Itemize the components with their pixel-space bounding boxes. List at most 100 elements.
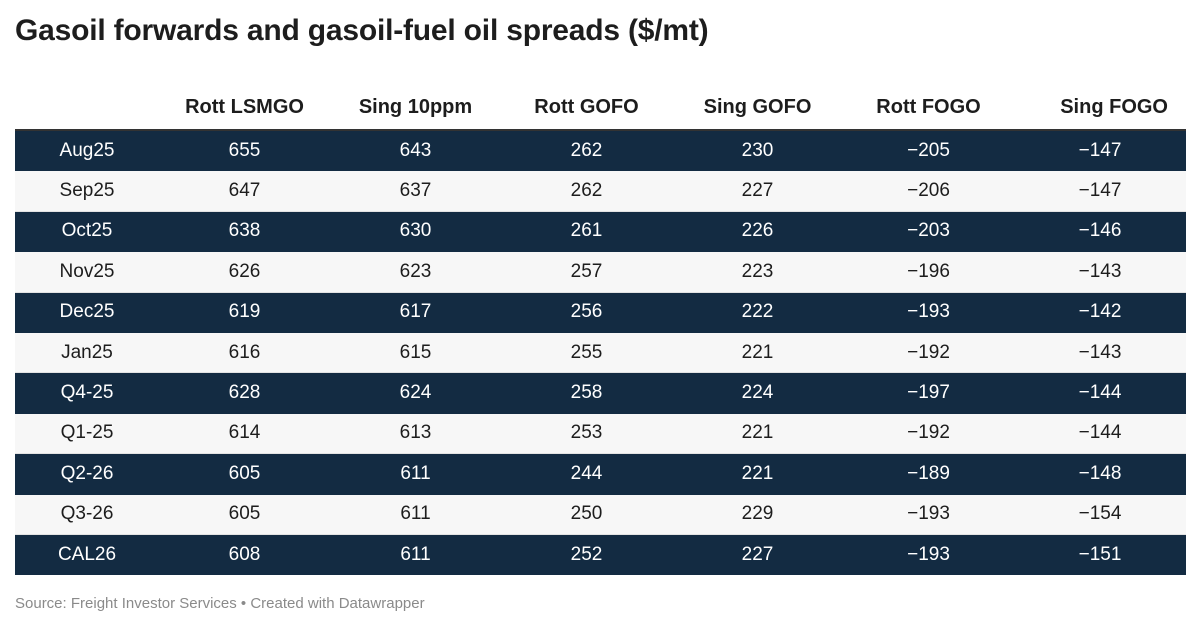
value-cell: 227 xyxy=(672,170,843,212)
value-cell: −193 xyxy=(843,292,1014,333)
table-row: Q1-25 614 613 253 221 −192 −144 xyxy=(15,413,1186,455)
value-cell: 261 xyxy=(501,211,672,253)
value-cell: 605 xyxy=(159,494,330,535)
value-cell: 253 xyxy=(501,413,672,455)
value-cell: 647 xyxy=(159,170,330,212)
value-cell: −144 xyxy=(1014,413,1186,455)
value-cell: 230 xyxy=(672,130,843,172)
value-cell: −192 xyxy=(843,413,1014,455)
value-cell: 221 xyxy=(672,413,843,455)
column-header: Sing FOGO xyxy=(1014,86,1186,131)
value-cell: −144 xyxy=(1014,372,1186,414)
table-row: Aug25 655 643 262 230 −205 −147 xyxy=(15,130,1186,172)
value-cell: 619 xyxy=(159,292,330,333)
source-note: Source: Freight Investor Services • Crea… xyxy=(15,595,425,612)
row-label-cell: Oct25 xyxy=(15,211,159,253)
value-cell: −203 xyxy=(843,211,1014,253)
table-row: Jan25 616 615 255 221 −192 −143 xyxy=(15,332,1186,374)
value-cell: −197 xyxy=(843,372,1014,414)
value-cell: 221 xyxy=(672,453,843,495)
row-label-cell: Nov25 xyxy=(15,251,159,293)
table-header-row: Rott LSMGO Sing 10ppm Rott GOFO Sing GOFO Ro… xyxy=(15,86,1186,131)
value-cell: −206 xyxy=(843,170,1014,212)
value-cell: 605 xyxy=(159,453,330,495)
value-cell: 617 xyxy=(330,292,501,333)
row-label-cell: Q2-26 xyxy=(15,453,159,495)
value-cell: 250 xyxy=(501,494,672,535)
row-label-cell: Q4-25 xyxy=(15,372,159,414)
value-cell: 227 xyxy=(672,534,843,576)
table-row: CAL26 608 611 252 227 −193 −151 xyxy=(15,534,1186,576)
value-cell: 608 xyxy=(159,534,330,576)
table-row: Nov25 626 623 257 223 −196 −143 xyxy=(15,251,1186,293)
value-cell: 252 xyxy=(501,534,672,576)
value-cell: −189 xyxy=(843,453,1014,495)
value-cell: 643 xyxy=(330,130,501,172)
row-label-cell: Q1-25 xyxy=(15,413,159,455)
table-body: Aug25 655 643 262 230 −205 −147 Sep25 647 637 262 2… xyxy=(15,130,1186,576)
table-row: Dec25 619 617 256 222 −193 −142 xyxy=(15,292,1186,333)
data-table: Rott LSMGO Sing 10ppm Rott GOFO Sing GOFO Ro… xyxy=(15,86,1186,576)
value-cell: 638 xyxy=(159,211,330,253)
chart-title: Gasoil forwards and gasoil-fuel oil spre… xyxy=(15,14,709,47)
value-cell: 655 xyxy=(159,130,330,172)
value-cell: 623 xyxy=(330,251,501,293)
column-header: Rott LSMGO xyxy=(159,86,330,131)
value-cell: 262 xyxy=(501,170,672,212)
value-cell: 221 xyxy=(672,332,843,374)
value-cell: −147 xyxy=(1014,130,1186,172)
column-header: Rott FOGO xyxy=(843,86,1014,131)
value-cell: 613 xyxy=(330,413,501,455)
table-row: Oct25 638 630 261 226 −203 −146 xyxy=(15,211,1186,253)
value-cell: 257 xyxy=(501,251,672,293)
value-cell: 624 xyxy=(330,372,501,414)
value-cell: 630 xyxy=(330,211,501,253)
value-cell: −193 xyxy=(843,494,1014,535)
value-cell: −192 xyxy=(843,332,1014,374)
value-cell: −143 xyxy=(1014,332,1186,374)
value-cell: 224 xyxy=(672,372,843,414)
value-cell: 616 xyxy=(159,332,330,374)
row-label-cell: Q3-26 xyxy=(15,494,159,535)
value-cell: 628 xyxy=(159,372,330,414)
row-label-cell: Sep25 xyxy=(15,170,159,212)
row-label-cell: Dec25 xyxy=(15,292,159,333)
table-row: Q4-25 628 624 258 224 −197 −144 xyxy=(15,372,1186,414)
value-cell: −193 xyxy=(843,534,1014,576)
data-table-container: Rott LSMGO Sing 10ppm Rott GOFO Sing GOFO Ro… xyxy=(15,86,1186,576)
value-cell: 256 xyxy=(501,292,672,333)
value-cell: −151 xyxy=(1014,534,1186,576)
value-cell: −196 xyxy=(843,251,1014,293)
column-header-period xyxy=(15,86,159,131)
column-header: Sing 10ppm xyxy=(330,86,501,131)
value-cell: −147 xyxy=(1014,170,1186,212)
value-cell: 262 xyxy=(501,130,672,172)
value-cell: 222 xyxy=(672,292,843,333)
column-header: Rott GOFO xyxy=(501,86,672,131)
table-row: Sep25 647 637 262 227 −206 −147 xyxy=(15,170,1186,212)
value-cell: 244 xyxy=(501,453,672,495)
value-cell: −142 xyxy=(1014,292,1186,333)
value-cell: 255 xyxy=(501,332,672,374)
value-cell: 226 xyxy=(672,211,843,253)
row-label-cell: CAL26 xyxy=(15,534,159,576)
table-row: Q3-26 605 611 250 229 −193 −154 xyxy=(15,494,1186,535)
value-cell: −143 xyxy=(1014,251,1186,293)
value-cell: 637 xyxy=(330,170,501,212)
value-cell: 611 xyxy=(330,494,501,535)
value-cell: −205 xyxy=(843,130,1014,172)
value-cell: 611 xyxy=(330,534,501,576)
value-cell: 258 xyxy=(501,372,672,414)
value-cell: −146 xyxy=(1014,211,1186,253)
value-cell: −148 xyxy=(1014,453,1186,495)
value-cell: 626 xyxy=(159,251,330,293)
value-cell: 229 xyxy=(672,494,843,535)
column-header: Sing GOFO xyxy=(672,86,843,131)
value-cell: 223 xyxy=(672,251,843,293)
value-cell: 614 xyxy=(159,413,330,455)
value-cell: 615 xyxy=(330,332,501,374)
value-cell: −154 xyxy=(1014,494,1186,535)
row-label-cell: Aug25 xyxy=(15,130,159,172)
row-label-cell: Jan25 xyxy=(15,332,159,374)
table-row: Q2-26 605 611 244 221 −189 −148 xyxy=(15,453,1186,495)
